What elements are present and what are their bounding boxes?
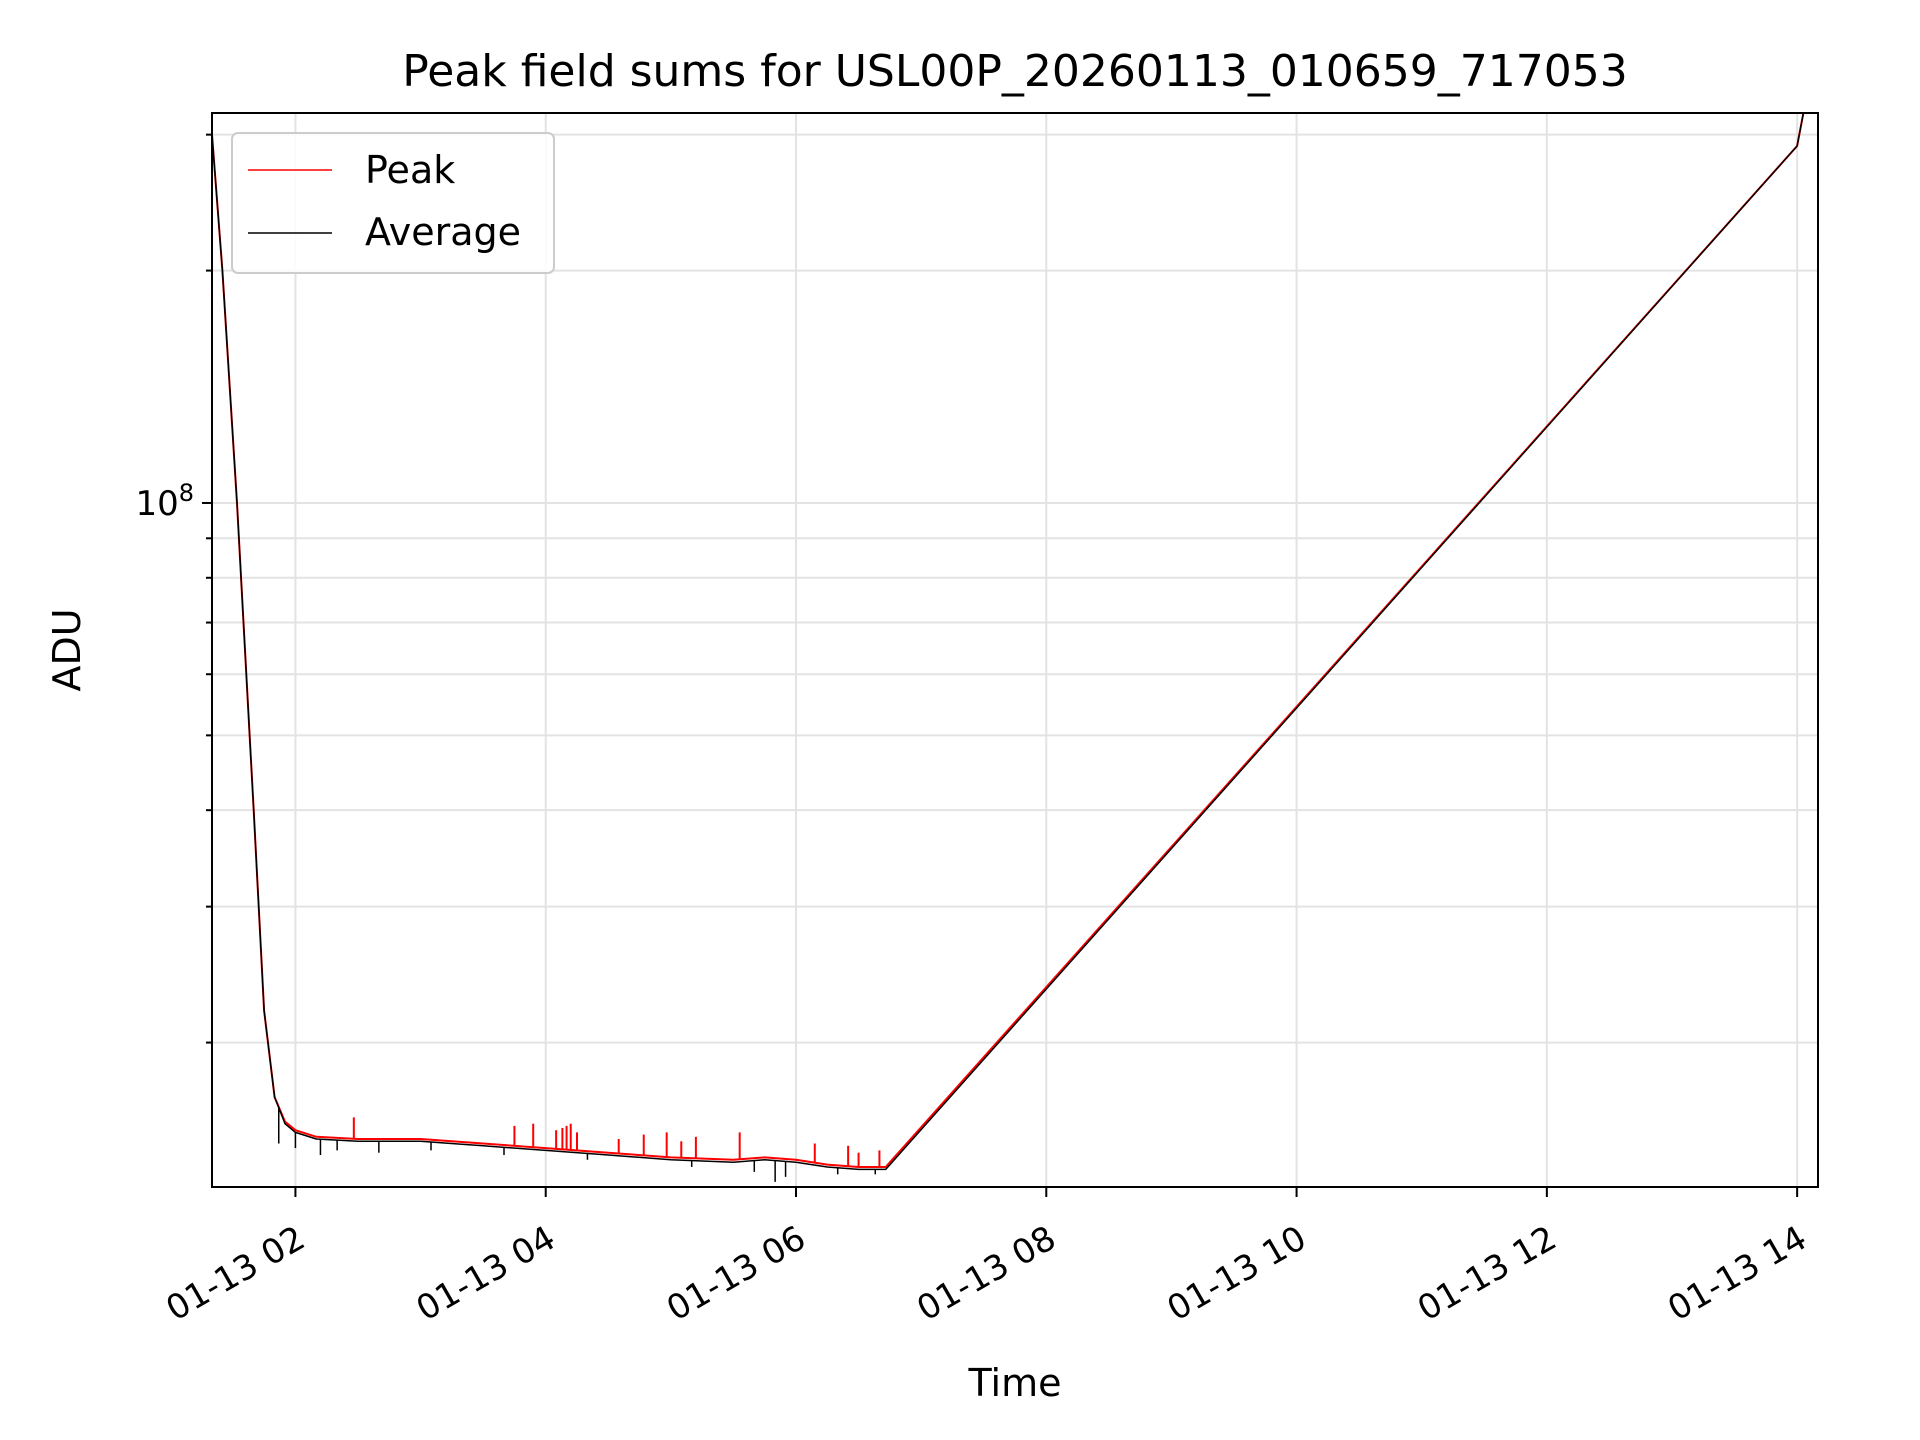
grid <box>212 113 1818 1187</box>
legend-box <box>231 132 555 274</box>
legend-label-peak: Peak <box>365 148 455 192</box>
legend-label-average: Average <box>365 210 521 254</box>
series-layer <box>211 112 1805 1182</box>
x-axis-label: Time <box>968 1361 1062 1405</box>
chart-title: Peak field sums for USL00P_20260113_0106… <box>402 46 1628 97</box>
y-axis-label: ADU <box>45 608 89 691</box>
plot-frame <box>211 112 1819 1188</box>
legend: Peak Average <box>231 132 555 274</box>
y-tick-label: 108 <box>135 479 194 524</box>
